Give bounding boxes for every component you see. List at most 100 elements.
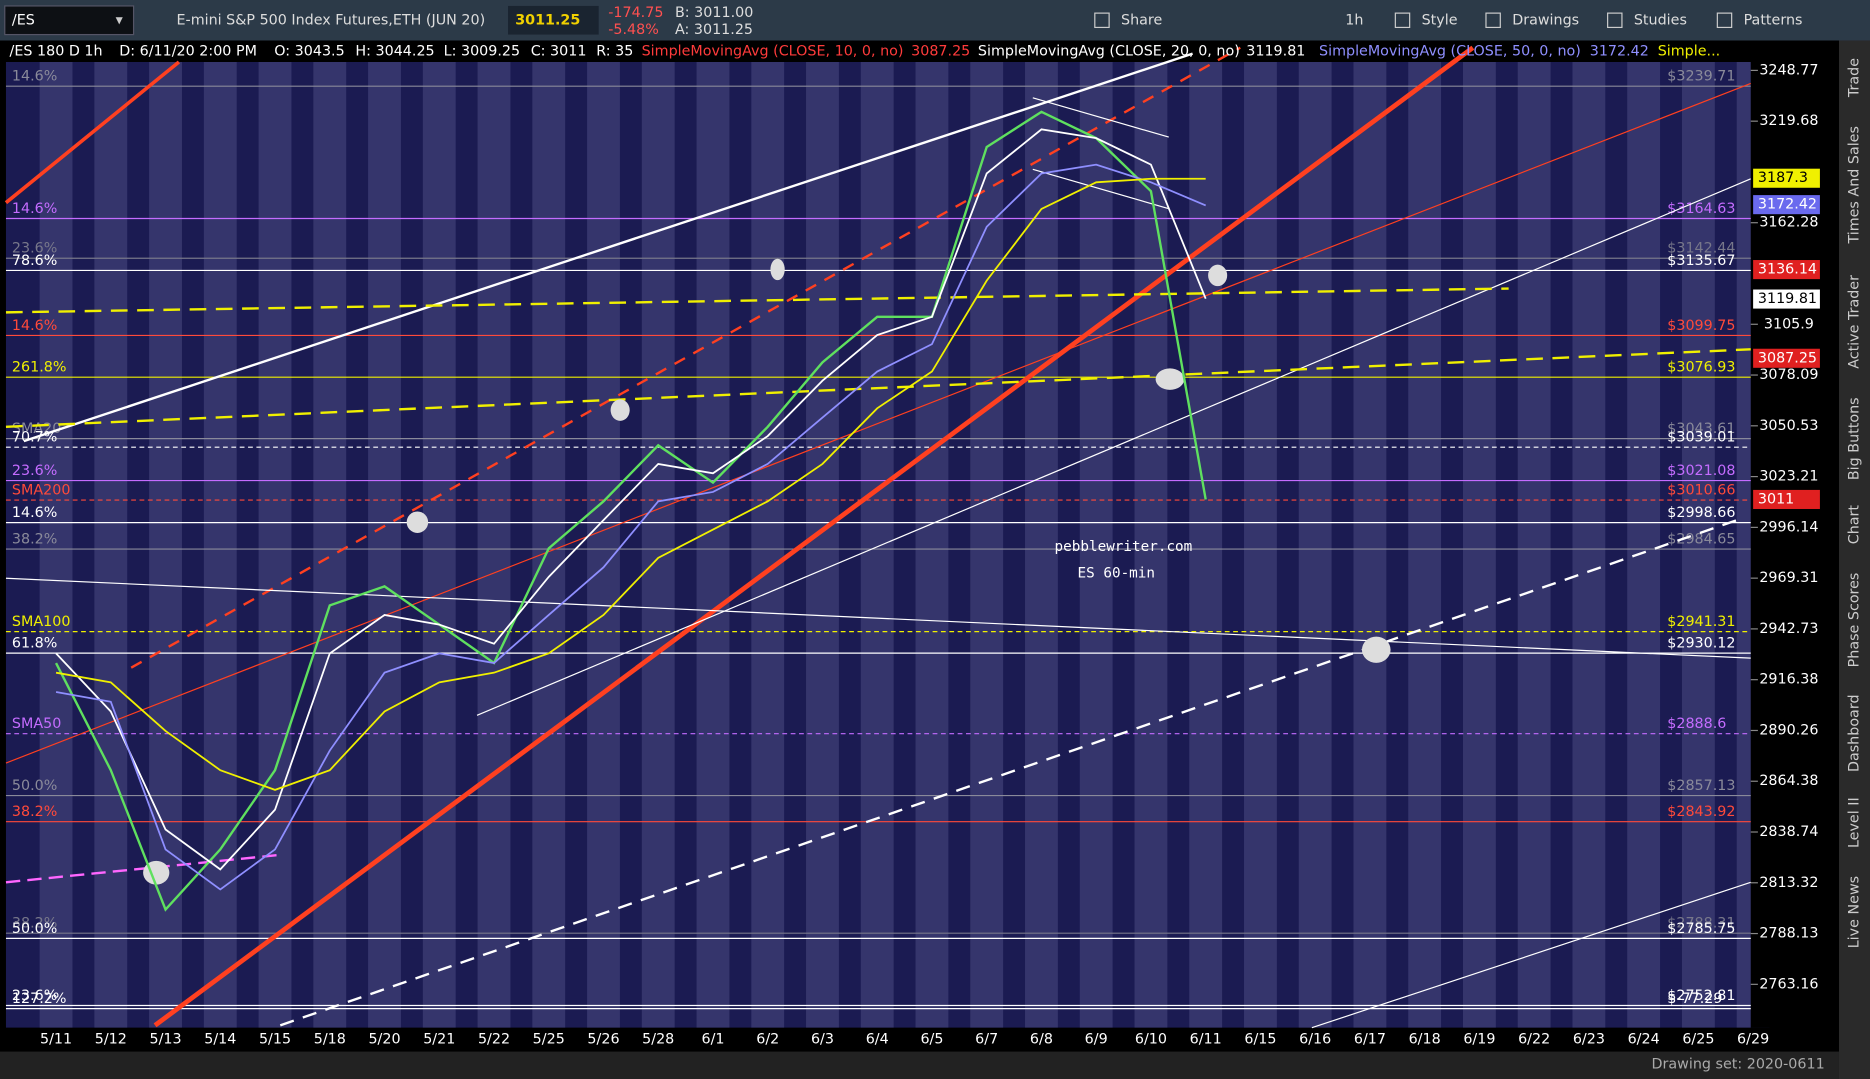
session-stripe xyxy=(422,61,456,1028)
x-tick-label: 6/16 xyxy=(1299,1032,1331,1048)
price-tag-label: 3136.14 xyxy=(1758,262,1817,278)
session-stripe xyxy=(258,61,292,1028)
side-tab[interactable]: Big Buttons xyxy=(1846,397,1862,480)
fib-label: 14.6% xyxy=(12,318,57,334)
y-tick-label: 2864.38 xyxy=(1759,773,1818,789)
price-line xyxy=(55,128,1207,871)
marker xyxy=(1208,264,1228,287)
button-icon[interactable] xyxy=(1485,12,1501,29)
x-tick-label: 6/19 xyxy=(1463,1032,1495,1048)
level-label: $2888.6 xyxy=(1667,716,1726,732)
side-tab[interactable]: Active Trader xyxy=(1846,275,1862,369)
x-tick-label: 5/26 xyxy=(587,1032,619,1048)
annotation: pebblewriter.com xyxy=(1055,539,1193,555)
fib-label: 261.8% xyxy=(12,360,67,376)
fib-label: 14.6% xyxy=(12,201,57,217)
y-tick-label: 2916.38 xyxy=(1759,672,1818,688)
study-name: Simple... xyxy=(1658,43,1720,59)
x-tick-label: 5/28 xyxy=(642,1032,674,1048)
x-tick-label: 6/24 xyxy=(1628,1032,1660,1048)
symbol-box[interactable] xyxy=(4,5,135,36)
study-name: SimpleMovingAvg (CLOSE, 10, 0, no) xyxy=(642,43,904,59)
marker xyxy=(1361,636,1391,663)
side-tab[interactable]: Times And Sales xyxy=(1846,126,1862,244)
y-tick-label: 2838.74 xyxy=(1759,824,1818,840)
x-tick-label: 6/5 xyxy=(920,1032,943,1048)
x-tick-label: 6/1 xyxy=(701,1032,724,1048)
side-tab[interactable]: Level II xyxy=(1846,797,1862,848)
button-icon[interactable] xyxy=(1094,12,1110,29)
level-label: $2941.31 xyxy=(1667,614,1735,630)
side-tab[interactable]: Trade xyxy=(1846,58,1862,98)
level-label: $2843.92 xyxy=(1667,804,1735,820)
toolbar-button[interactable]: Studies xyxy=(1634,12,1687,28)
symbol: /ES xyxy=(12,12,35,28)
session-stripe xyxy=(368,61,401,1028)
side-tab[interactable]: Chart xyxy=(1846,505,1862,545)
level-label: $3164.63 xyxy=(1667,201,1735,217)
channel xyxy=(1032,97,1169,138)
channel xyxy=(1032,168,1169,210)
button-icon[interactable] xyxy=(1607,12,1623,29)
x-tick-label: 6/7 xyxy=(975,1032,998,1048)
session-stripe xyxy=(1517,61,1551,1028)
x-tick-label: 5/15 xyxy=(259,1032,291,1048)
drawing-set[interactable]: Drawing set: 2020-0611 xyxy=(1652,1057,1825,1073)
level-label: $3021.08 xyxy=(1667,463,1735,479)
level-label: $3039.01 xyxy=(1667,430,1735,446)
side-tab[interactable]: Dashboard xyxy=(1846,694,1862,772)
ask: A: 3011.25 xyxy=(675,22,753,38)
last-box xyxy=(508,5,599,35)
fib-label: SMA50 xyxy=(12,716,61,732)
y-tick-label: 3248.77 xyxy=(1759,62,1818,78)
trend-line xyxy=(5,348,1751,429)
marker xyxy=(1155,368,1185,390)
y-tick-label: 2969.31 xyxy=(1759,570,1818,586)
level-label: $2857.13 xyxy=(1667,778,1735,794)
button-icon[interactable] xyxy=(1716,12,1733,29)
side-tab[interactable]: Live News xyxy=(1846,876,1862,948)
interval[interactable]: 1h xyxy=(1345,12,1363,28)
fib-label: 23.6% xyxy=(12,241,57,257)
scroll-bar[interactable] xyxy=(0,1051,1839,1079)
fib-label: SMA100 xyxy=(12,614,70,630)
x-tick-label: 6/23 xyxy=(1573,1032,1605,1048)
price-tag-label: 3011 xyxy=(1758,491,1794,507)
toolbar-button[interactable]: Share xyxy=(1121,12,1162,28)
toolbar-button[interactable]: Patterns xyxy=(1744,12,1803,28)
fib-label: 38.2% xyxy=(12,804,57,820)
y-tick-label: 3078.09 xyxy=(1759,367,1818,383)
toolbar-button[interactable]: Drawings xyxy=(1512,12,1579,28)
bid: B: 3011.00 xyxy=(675,5,753,21)
level-label: $2785.75 xyxy=(1667,921,1735,937)
session-stripe xyxy=(1244,61,1277,1028)
x-tick-label: 6/11 xyxy=(1190,1032,1222,1048)
price-tag-label: 3119.81 xyxy=(1758,291,1817,307)
y-tick-label: 2788.13 xyxy=(1759,926,1818,942)
session-stripe xyxy=(1681,61,1715,1028)
session-stripe xyxy=(860,61,894,1028)
marker xyxy=(770,258,785,281)
level-label: $3010.66 xyxy=(1667,483,1735,499)
fib-label: SMA200 xyxy=(12,483,70,499)
session-stripe xyxy=(39,61,73,1028)
level-label: $-77.29 xyxy=(1667,991,1722,1007)
y-tick-label: 2996.14 xyxy=(1759,519,1818,535)
x-tick-label: 5/11 xyxy=(40,1032,72,1048)
header-item: O: 3043.5 xyxy=(274,43,344,59)
side-tab[interactable]: Phase Scores xyxy=(1846,573,1862,668)
y-tick-label: 3050.53 xyxy=(1759,418,1818,434)
fib-label: 61.8% xyxy=(12,636,57,652)
button-icon[interactable] xyxy=(1394,12,1411,29)
level-label: $2930.12 xyxy=(1667,636,1735,652)
toolbar-button[interactable]: Style xyxy=(1422,12,1458,28)
price-tag xyxy=(1753,289,1820,309)
price-line xyxy=(54,110,1207,912)
session-stripe xyxy=(1353,61,1387,1028)
level-label: $2984.65 xyxy=(1667,532,1735,548)
instrument: E-mini S&P 500 Index Futures,ETH (JUN 20… xyxy=(177,12,486,28)
fib-label: 14.6% xyxy=(12,505,57,521)
study-name: SimpleMovingAvg (CLOSE, 50, 0, no) xyxy=(1319,43,1581,59)
session-stripe xyxy=(313,61,347,1028)
session-stripe xyxy=(915,61,949,1028)
